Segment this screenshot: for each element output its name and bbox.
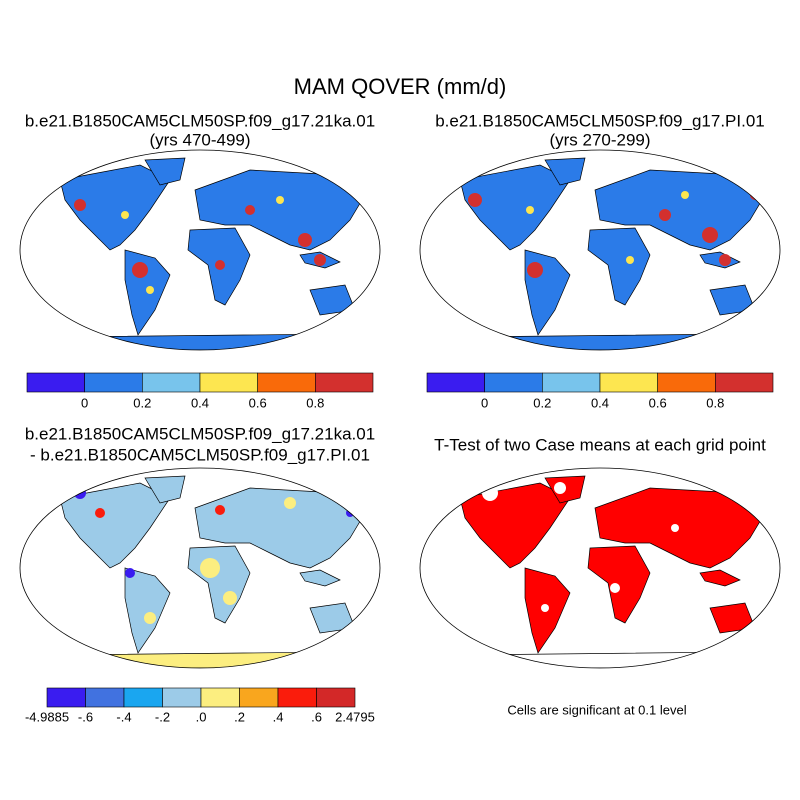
colorbar-box xyxy=(46,687,86,708)
colorbar-box xyxy=(315,372,374,393)
map xyxy=(19,467,381,669)
panel-title: b.e21.B1850CAM5CLM50SP.f09_g17.21ka.01 xyxy=(25,111,375,130)
panel-subtitle: - b.e21.B1850CAM5CLM50SP.f09_g17.PI.01 xyxy=(30,445,370,464)
panel-title: b.e21.B1850CAM5CLM50SP.f09_g17.21ka.01 xyxy=(25,424,375,443)
colorbar-label: 0.8 xyxy=(706,395,724,410)
colorbar-label: 0.2 xyxy=(533,395,551,410)
panel-subtitle: (yrs 270-299) xyxy=(549,130,650,149)
colorbar-box xyxy=(657,372,716,393)
colorbar-box xyxy=(85,687,125,708)
colorbar-box xyxy=(123,687,163,708)
panel-title: b.e21.B1850CAM5CLM50SP.f09_g17.PI.01 xyxy=(435,111,765,130)
colorbar-label: 0 xyxy=(81,395,88,410)
colorbar-label: 0.6 xyxy=(649,395,667,410)
colorbar-label: 0.4 xyxy=(591,395,609,410)
colorbar-box xyxy=(316,687,356,708)
colorbar-label: -.2 xyxy=(155,709,170,724)
panel-subtitle: (yrs 470-499) xyxy=(149,130,250,149)
colorbar-label: 0.8 xyxy=(306,395,324,410)
colorbar-box xyxy=(84,372,143,393)
colorbar-box xyxy=(162,687,202,708)
colorbar-label: 0 xyxy=(481,395,488,410)
colorbar: 0 0.2 0.4 0.6 0.8 xyxy=(426,372,774,410)
colorbar-box xyxy=(715,372,774,393)
colorbar-box xyxy=(200,687,240,708)
colorbar-label: .6 xyxy=(311,709,322,724)
colorbar-box xyxy=(426,372,485,393)
colorbar-label: 0.2 xyxy=(133,395,151,410)
colorbar-label: 0.4 xyxy=(191,395,209,410)
colorbar-box xyxy=(277,687,317,708)
colorbar-label: .4 xyxy=(273,709,284,724)
map xyxy=(19,149,381,351)
colorbar-label: -.4 xyxy=(116,709,131,724)
colorbar: 0 0.2 0.4 0.6 0.8 xyxy=(26,372,374,410)
colorbar-box xyxy=(599,372,658,393)
figure-title: MAM QOVER (mm/d) xyxy=(294,74,507,99)
note: Cells are significant at 0.1 level xyxy=(507,702,686,717)
colorbar-box xyxy=(542,372,601,393)
colorbar-box xyxy=(26,372,85,393)
colorbar-label: .0 xyxy=(196,709,207,724)
map xyxy=(419,149,781,351)
colorbar-box xyxy=(484,372,543,393)
colorbar-label: -4.9885 xyxy=(25,709,69,724)
colorbar-label: -.6 xyxy=(78,709,93,724)
colorbar-box xyxy=(239,687,279,708)
colorbar-label: .2 xyxy=(234,709,245,724)
colorbar-box xyxy=(199,372,258,393)
colorbar-box xyxy=(142,372,201,393)
colorbar: -4.9885 -.6 -.4 -.2 .0 .2 .4 .6 2.4795 xyxy=(25,687,375,724)
colorbar-label: 2.4795 xyxy=(335,709,375,724)
colorbar-box xyxy=(257,372,316,393)
panel-title: T-Test of two Case means at each grid po… xyxy=(434,435,766,454)
map xyxy=(419,467,781,669)
colorbar-label: 0.6 xyxy=(249,395,267,410)
